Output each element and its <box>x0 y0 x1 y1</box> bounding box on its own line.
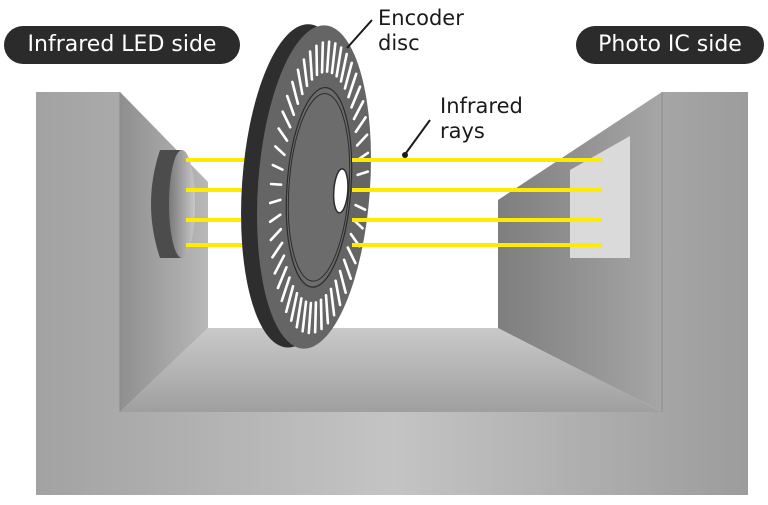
encoder-slit <box>347 72 358 99</box>
encoder-disc-label-line2: disc <box>378 31 420 55</box>
encoder-slit <box>285 94 296 117</box>
infrared-rays-label-line2: rays <box>440 119 485 143</box>
encoder-slit <box>330 42 337 75</box>
encoder-disc <box>241 24 371 349</box>
infrared-led-side-label: Infrared LED side <box>4 26 240 64</box>
encoder-disc-label: Encoder disc <box>378 6 464 56</box>
encoder-slit <box>276 265 288 290</box>
encoder-slit <box>271 241 284 259</box>
encoder-slit <box>307 301 313 335</box>
encoder-slit <box>325 40 331 73</box>
encoder-slit <box>277 127 289 142</box>
infrared-rays-label: Infrared rays <box>440 94 523 144</box>
encoder-slit <box>280 276 291 303</box>
encoder-slit <box>296 68 304 96</box>
encoder-slit <box>320 41 325 74</box>
encoder-slit <box>355 133 369 147</box>
encoder-disc-shaft-hole <box>332 168 349 214</box>
infrared-rays-label-line1: Infrared <box>440 94 523 118</box>
encoder-slit <box>334 279 342 307</box>
encoder-disc-label-line1: Encoder <box>378 6 464 30</box>
encoder-slit <box>281 110 292 129</box>
encoder-slit <box>335 46 343 78</box>
encoder-slit <box>343 61 354 90</box>
encoder-slit <box>269 227 283 242</box>
housing-floor <box>120 328 662 412</box>
encoder-slit <box>289 291 299 322</box>
encoder-disc-inner-face <box>285 86 353 288</box>
encoder-slit <box>268 213 282 224</box>
encoder-slit <box>356 170 370 177</box>
encoder-slit <box>329 287 336 317</box>
encoder-slit <box>352 100 365 121</box>
encoder-slit <box>350 85 362 109</box>
encoder-slit <box>301 300 308 333</box>
encoder-disc-leader <box>346 19 373 49</box>
encoder-slit <box>324 293 330 325</box>
encoder-slit <box>315 44 319 77</box>
encoder-slit <box>346 246 357 265</box>
encoder-slit <box>354 116 367 134</box>
infrared-rays-front <box>352 158 602 247</box>
encoder-slit <box>302 58 309 88</box>
encoder-slit <box>313 301 318 334</box>
encoder-slit <box>342 258 353 280</box>
encoder-slit <box>273 254 286 275</box>
encoder-slit <box>354 203 367 211</box>
photo-ic <box>570 136 630 258</box>
encoder-slit <box>271 163 284 171</box>
encoder-slit <box>291 80 300 105</box>
encoder-slit <box>319 298 323 331</box>
infrared-rays-leader <box>405 119 431 154</box>
encoder-slit <box>269 182 283 186</box>
encoder-slit <box>339 52 349 83</box>
encoder-slits <box>268 40 370 335</box>
encoder-slit <box>284 284 295 314</box>
encoder-slit <box>308 50 314 81</box>
infrared-rays-leader-dot <box>402 152 408 158</box>
housing-front-frame <box>36 92 748 495</box>
encoder-disc-hub-ring <box>287 93 351 282</box>
encoder-slit <box>295 297 303 329</box>
encoder-slit <box>268 198 282 205</box>
infrared-led <box>151 150 195 258</box>
housing <box>36 92 748 495</box>
encoder-slit <box>274 145 286 157</box>
photo-ic-side-label: Photo IC side <box>576 26 764 64</box>
encoder-slit <box>338 269 347 295</box>
